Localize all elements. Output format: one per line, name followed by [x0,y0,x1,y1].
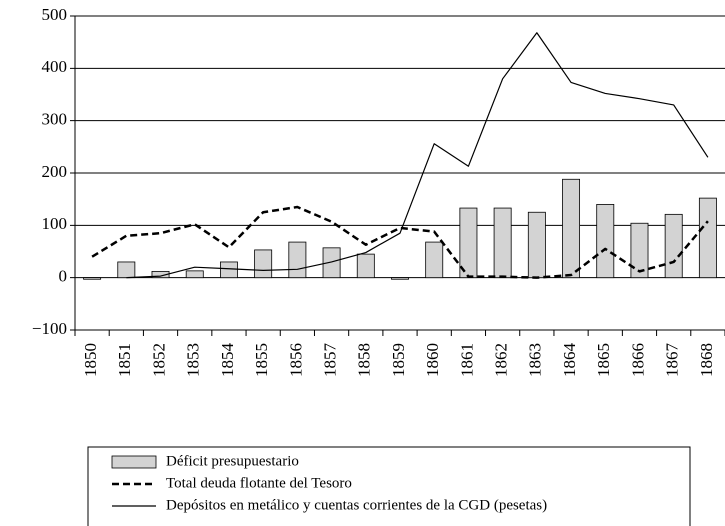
x-tick-label: 1850 [81,343,100,377]
x-tick-label: 1861 [457,343,476,377]
bar [151,270,170,279]
x-tick-label: 1856 [286,343,305,377]
x-tick-label: 1868 [697,343,716,377]
bar [527,211,546,279]
bar [185,270,204,279]
x-tick-label: 1864 [560,343,579,378]
x-tick-label: 1855 [252,343,271,377]
bar [562,178,581,279]
x-tick-label: 1853 [184,343,203,377]
y-tick-label: −100 [32,319,67,338]
y-tick-label: 400 [42,57,68,76]
y-tick-label: 200 [42,162,68,181]
x-tick-label: 1852 [149,343,168,377]
legend-label: Depósitos en metálico y cuentas corrient… [166,497,547,513]
bar [254,249,273,279]
line [126,32,709,279]
bar [356,253,375,279]
bar [391,277,409,280]
x-tick-label: 1858 [355,343,374,377]
legend: Déficit presupuestario Total deuda flotan… [111,453,547,513]
y-tick-label: 100 [42,214,68,233]
x-tick-label: 1851 [115,343,134,377]
x-tick-label: 1857 [320,343,339,378]
x-tick-label: 1860 [423,343,442,377]
x-tick-label: 1866 [628,343,647,377]
y-tick-label: 500 [42,5,68,24]
x-tick-label: 1867 [663,343,682,378]
legend-box [87,446,691,526]
bar [322,247,341,279]
bar [425,241,444,279]
bar [596,203,615,279]
bar [493,207,512,279]
x-tick-label: 1863 [526,343,545,377]
y-tick-label: 300 [42,110,68,129]
y-tick-label: 0 [59,267,68,286]
x-tick-label: 1862 [492,343,511,377]
bar [117,261,136,279]
bar [664,213,683,279]
legend-label: Déficit presupuestario [166,453,299,469]
x-tick-label: 1854 [218,343,237,378]
legend-label: Total deuda flotante del Tesoro [166,475,352,491]
line [91,205,709,279]
bar [630,222,649,279]
bar [219,261,238,279]
x-tick-label: 1859 [389,343,408,377]
bar [83,277,102,280]
bar [288,241,307,279]
legend-swatch [111,455,157,469]
bar [698,197,717,279]
x-tick-label: 1865 [594,343,613,377]
